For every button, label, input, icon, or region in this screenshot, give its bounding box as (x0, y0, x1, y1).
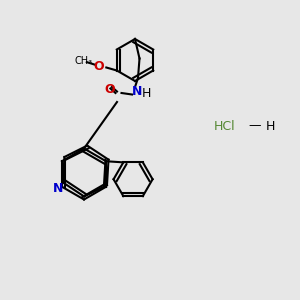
Text: N: N (132, 85, 142, 98)
Text: H: H (142, 87, 151, 101)
Text: —: — (249, 119, 261, 133)
Text: CH₃: CH₃ (75, 56, 93, 66)
Text: N: N (53, 182, 64, 195)
Text: O: O (105, 82, 116, 96)
Text: H: H (265, 119, 275, 133)
Text: HCl: HCl (214, 119, 236, 133)
Text: O: O (94, 59, 104, 73)
